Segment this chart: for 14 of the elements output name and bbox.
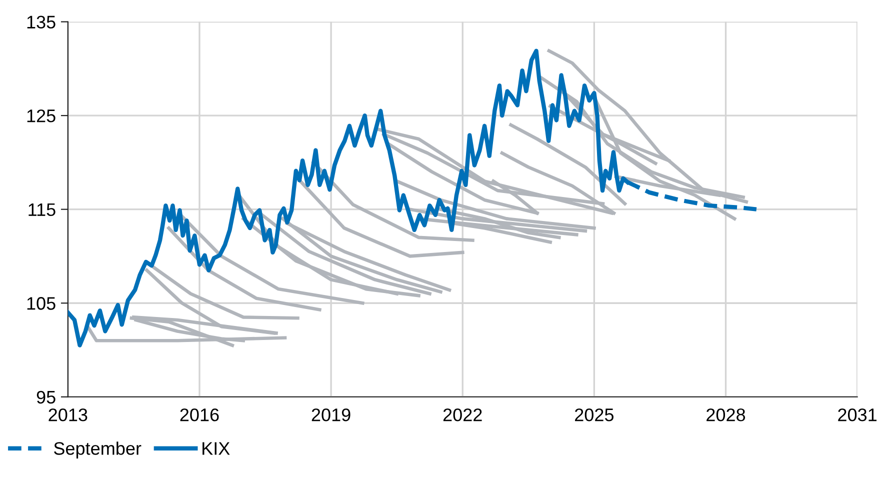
x-tick-label: 2028 xyxy=(706,408,746,422)
y-tick-label: 135 xyxy=(27,16,56,28)
legend-label: September xyxy=(54,442,142,458)
y-tick-label: 95 xyxy=(36,390,56,404)
x-tick-label: 2025 xyxy=(575,408,614,422)
x-tick-label: 2016 xyxy=(180,408,219,422)
x-tick-label: 2013 xyxy=(48,408,88,422)
x-tick-label: 2019 xyxy=(312,408,350,422)
legend-label: KIX xyxy=(202,442,230,455)
y-tick-label: 125 xyxy=(27,109,56,122)
x-tick-label: 2031 xyxy=(838,408,877,422)
y-tick-label: 105 xyxy=(27,297,56,310)
x-tick-label: 2022 xyxy=(443,408,482,422)
y-tick-label: 115 xyxy=(28,203,56,216)
